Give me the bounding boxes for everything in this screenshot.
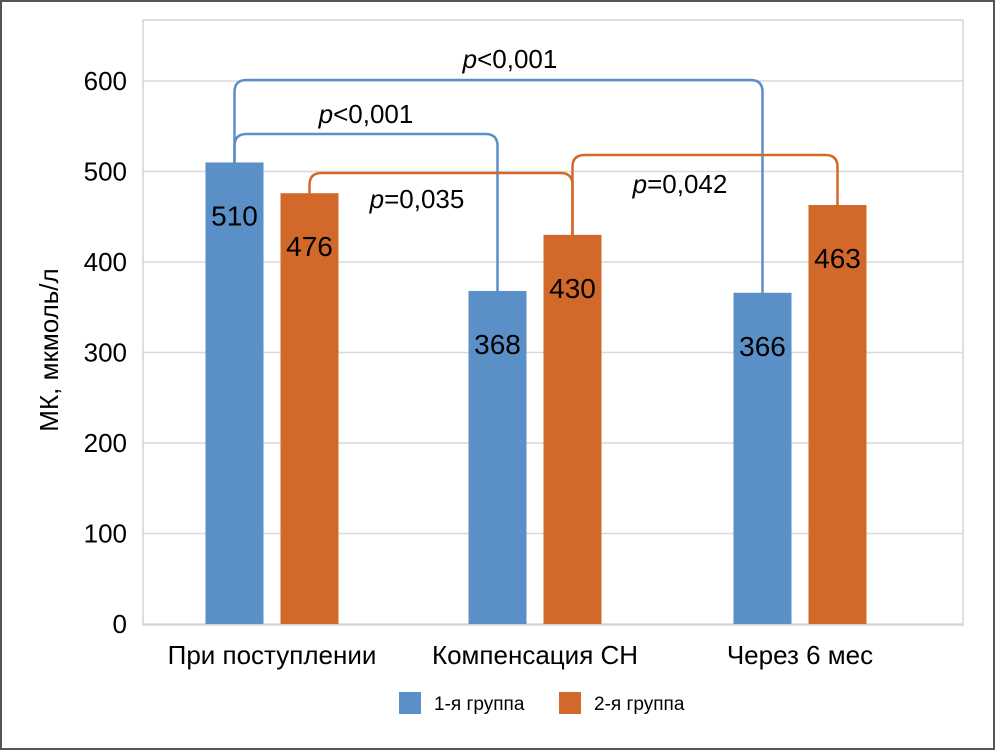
- data-label: 366: [739, 331, 786, 362]
- y-tick-label: 0: [113, 609, 127, 639]
- plot-area: [142, 19, 964, 626]
- y-tick-label: 400: [84, 247, 127, 277]
- data-label: 463: [814, 243, 861, 274]
- p-value-label: p<0,001: [462, 44, 558, 74]
- bar: [733, 292, 792, 624]
- legend-swatch: [399, 692, 421, 714]
- y-tick-label: 600: [84, 66, 127, 96]
- x-tick-label: При поступлении: [168, 640, 377, 670]
- legend-swatch: [559, 692, 581, 714]
- bar: [468, 290, 527, 624]
- bar: [205, 162, 264, 624]
- y-tick-label: 300: [84, 338, 127, 368]
- significance-bracket: [233, 132, 499, 291]
- p-value-label: p=0,035: [369, 184, 465, 214]
- bar: [808, 204, 867, 625]
- y-tick-label: 100: [84, 519, 127, 549]
- x-tick-label: Через 6 мес: [727, 640, 873, 670]
- data-label: 510: [211, 200, 258, 231]
- legend-label: 1-я группа: [434, 694, 525, 715]
- y-tick-label: 500: [84, 157, 127, 187]
- x-tick-label: Компенсация СН: [432, 640, 638, 670]
- data-label: 430: [549, 273, 596, 304]
- y-axis-title: МК, мкмоль/л: [34, 268, 64, 431]
- data-label: 368: [474, 329, 521, 360]
- p-value-label: p=0,042: [632, 169, 728, 199]
- significance-bracket: [233, 78, 764, 293]
- bar: [280, 193, 339, 624]
- legend-label: 2-я группа: [594, 694, 685, 715]
- significance-bracket: [571, 153, 839, 235]
- p-value-label: p<0,001: [318, 99, 414, 129]
- y-tick-label: 200: [84, 428, 127, 458]
- data-label: 476: [286, 231, 333, 262]
- bar: [543, 234, 602, 624]
